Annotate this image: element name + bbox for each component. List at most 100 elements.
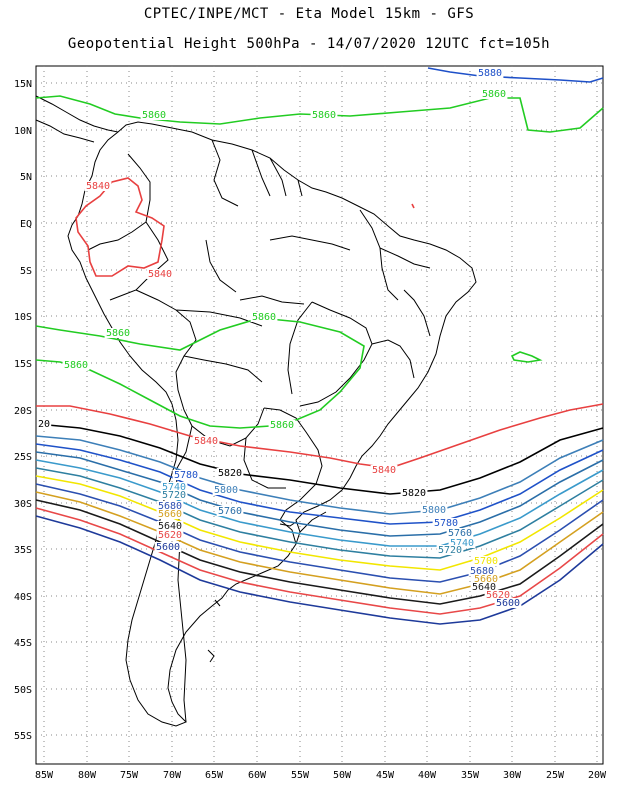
- lat-tick-label: 45S: [14, 638, 32, 649]
- contour-label: 5740: [450, 538, 474, 549]
- lat-tick-label: 40S: [14, 592, 32, 603]
- contour-label: 5860: [270, 420, 294, 431]
- map-title-line-1: CPTEC/INPE/MCT - Eta Model 15km - GFS: [143, 6, 475, 22]
- contour-label-bg: [154, 542, 182, 552]
- south-america-coastline: [67, 121, 477, 727]
- contour-label-bg: [310, 110, 338, 120]
- contour-label: 5780: [434, 518, 458, 529]
- contour-label: 5860: [482, 89, 506, 100]
- lon-tick-label: 25W: [546, 770, 565, 781]
- contour-label: 20: [38, 419, 50, 430]
- contour-label-bg: [212, 485, 240, 495]
- lon-tick-label: 75W: [120, 770, 139, 781]
- contour-label-bg: [472, 574, 500, 584]
- contour-label: 5840: [194, 436, 218, 447]
- contour-5760: [35, 451, 604, 537]
- lon-tick-label: 30W: [503, 770, 522, 781]
- lat-tick-label: 5N: [20, 172, 32, 183]
- contour-label-bg: [420, 505, 448, 515]
- contour-label-bg: [480, 89, 508, 99]
- contour-label-bg: [156, 501, 184, 511]
- contour-label: 5600: [496, 598, 520, 609]
- contour-5720: [35, 467, 604, 559]
- contour-label-bg: [494, 598, 522, 608]
- contour-label-bg: [160, 482, 188, 492]
- map-title-line-2: Geopotential Height 500hPa - 14/07/2020 …: [67, 36, 551, 52]
- lat-tick-label: 5S: [20, 266, 32, 277]
- contour-label-bg: [370, 465, 398, 475]
- contour-5660: [35, 491, 604, 595]
- contour-5880: [427, 67, 604, 83]
- lon-tick-label: 40W: [418, 770, 437, 781]
- contour-label: 5820: [218, 468, 242, 479]
- contour-label: 5620: [158, 530, 182, 541]
- contour-label-bg: [146, 269, 174, 279]
- contour-5680: [35, 483, 604, 583]
- contour-label: 5600: [156, 542, 180, 553]
- contour-label: 5740: [162, 482, 186, 493]
- lon-tick-label: 60W: [248, 770, 267, 781]
- lat-tick-label: 30S: [14, 499, 32, 510]
- contour-5840-dot: [411, 203, 415, 209]
- contour-label: 5860: [252, 312, 276, 323]
- contour-label: 5660: [474, 574, 498, 585]
- contour-label-bg: [84, 181, 112, 191]
- contour-label-bg: [250, 312, 278, 322]
- lon-tick-label: 35W: [461, 770, 480, 781]
- lat-tick-label: 25S: [14, 452, 32, 463]
- contour-label-bg: [268, 420, 296, 430]
- contour-label-bg: [216, 506, 244, 516]
- contour-label-bg: [470, 582, 498, 592]
- contour-label: 5860: [64, 360, 88, 371]
- lat-tick-label: 15S: [14, 359, 32, 370]
- contour-label-bg: [476, 68, 504, 78]
- axis-labels: 15N 10N 5N EQ 5S 10S 15S 20S 25S 30S 35S 40S 45S 50S 5…: [14, 79, 607, 781]
- lon-tick-label: 80W: [78, 770, 97, 781]
- contour-label-bg: [140, 110, 168, 120]
- lon-tick-label: 85W: [35, 770, 54, 781]
- lon-tick-label: 20W: [588, 770, 607, 781]
- contour-label: 5840: [148, 269, 172, 280]
- contour-label: 5700: [474, 556, 498, 567]
- contour-label: 5720: [162, 490, 186, 501]
- contour-label-bg: [62, 360, 90, 370]
- contour-label: 5760: [218, 506, 242, 517]
- contour-label-bg: [104, 328, 132, 338]
- contour-5860-central: [35, 317, 365, 429]
- lat-tick-label: 50S: [14, 685, 32, 696]
- contour-label-bg: [216, 468, 244, 478]
- country-borders: [87, 139, 431, 723]
- contour-5780: [35, 443, 604, 525]
- contour-label: 5860: [312, 110, 336, 121]
- contour-5820: [47, 424, 604, 495]
- contour-label-bg: [468, 566, 496, 576]
- contour-label: 5880: [478, 68, 502, 79]
- lon-tick-label: 65W: [205, 770, 224, 781]
- contour-label: 5800: [214, 485, 238, 496]
- contour-label-bg: [436, 545, 464, 555]
- contour-5860-small: [510, 351, 543, 363]
- contour-label: 5720: [438, 545, 462, 556]
- contour-label: 5660: [158, 509, 182, 520]
- central-america-coastline: [35, 95, 119, 143]
- lat-tick-label: 35S: [14, 545, 32, 556]
- contour-5600: [35, 515, 604, 625]
- contour-labels: 5880 5860 5860 5860 5840 5840 5860 5860 5860 5860…: [36, 68, 522, 609]
- contour-label: 5800: [422, 505, 446, 516]
- contour-label-bg: [156, 509, 184, 519]
- contour-label-bg: [472, 556, 500, 566]
- lat-tick-label: 15N: [14, 79, 32, 90]
- contour-label: 5840: [372, 465, 396, 476]
- contour-label-bg: [160, 490, 188, 500]
- contour-label: 5820: [402, 488, 426, 499]
- contour-label-bg: [400, 488, 428, 498]
- lon-tick-label: 70W: [163, 770, 182, 781]
- contour-5700: [35, 475, 604, 571]
- contour-label-bg: [156, 521, 184, 531]
- contour-label: 5760: [448, 528, 472, 539]
- contour-5740: [35, 459, 604, 547]
- contour-label-bg: [446, 528, 474, 538]
- lon-tick-label: 55W: [291, 770, 310, 781]
- map-frame: [35, 65, 604, 765]
- contour-label: 5620: [486, 590, 510, 601]
